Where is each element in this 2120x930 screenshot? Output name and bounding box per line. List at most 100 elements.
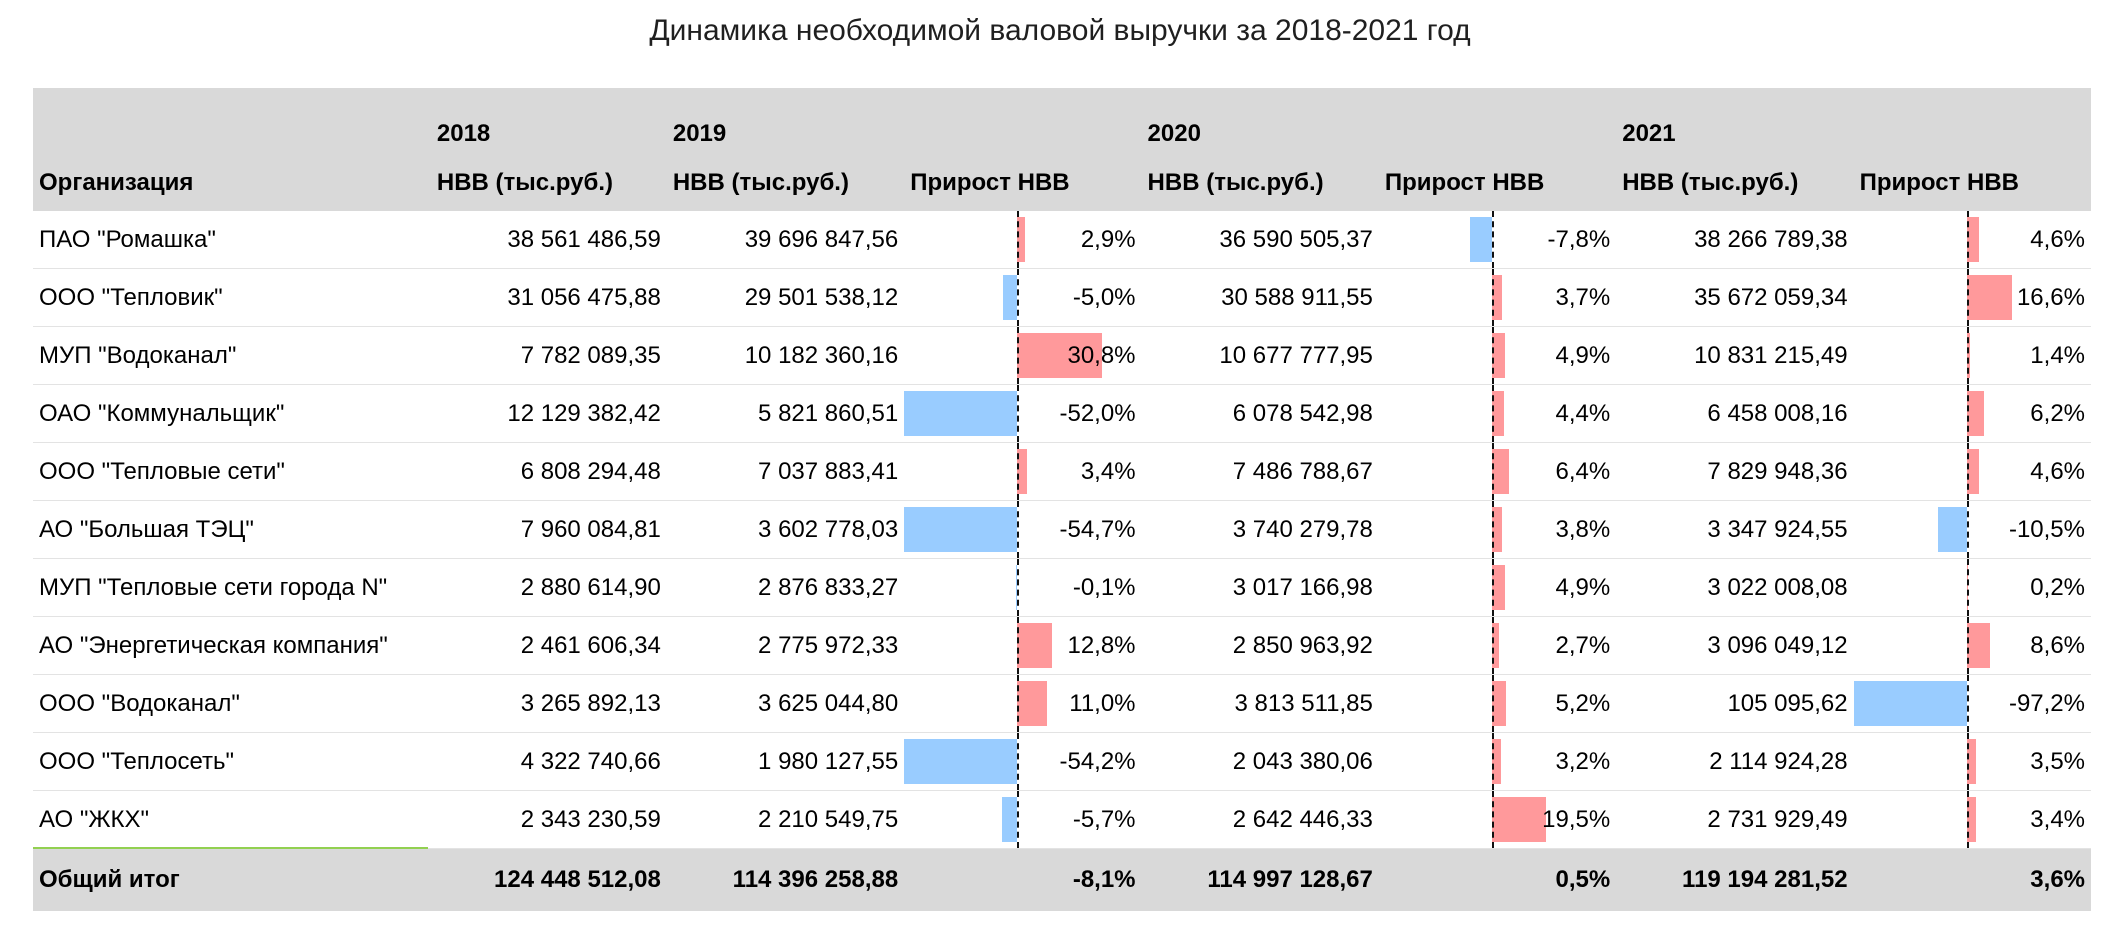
nvv-2018: 38 561 486,59 [430, 211, 667, 269]
zero-axis-line [1017, 733, 1020, 790]
header-organization: Организация [33, 154, 431, 211]
table-row: МУП "Тепловые сети города N" 2 880 614,90… [33, 558, 2091, 617]
growth-bar [1491, 623, 1500, 668]
nvv-2019: 10 182 360,16 [666, 326, 905, 385]
zero-axis-line [1491, 617, 1494, 674]
growth-value: 4,9% [1555, 341, 1611, 369]
nvv-2020: 6 078 542,98 [1141, 384, 1379, 443]
nvv-2019: 1 980 127,55 [666, 732, 905, 791]
growth-value: -5,7% [1072, 805, 1136, 833]
zero-axis-line [1491, 791, 1494, 848]
nvv-2020: 2 850 963,92 [1141, 616, 1379, 675]
nvv-2018: 6 808 294,48 [430, 442, 667, 501]
growth-2020: 4,9% [1378, 326, 1617, 385]
header-empty [1378, 88, 1617, 154]
growth-value: 3,4% [2030, 805, 2085, 833]
growth-value: -8,1% [1072, 866, 1136, 893]
growth-bar [1491, 565, 1506, 610]
nvv-2020: 36 590 505,37 [1141, 211, 1379, 269]
zero-axis-line [1966, 501, 1969, 558]
zero-axis-line [1491, 385, 1494, 442]
growth-value: 4,4% [1555, 399, 1611, 427]
nvv-2021: 38 266 789,38 [1616, 211, 1854, 269]
growth-value: -5,0% [1072, 283, 1136, 311]
zero-axis-line [1966, 733, 1969, 790]
nvv-2021: 105 095,62 [1616, 674, 1854, 733]
growth-value: -0,1% [1072, 573, 1136, 601]
growth-2019: 2,9% [904, 211, 1142, 269]
header-labels-row: Организация НВВ (тыс.руб.) НВВ (тыс.руб.… [33, 154, 2091, 211]
total-growth-2021: 3,6% [1853, 848, 2091, 911]
zero-axis-line [1491, 559, 1494, 616]
nvv-2021: 3 347 924,55 [1616, 500, 1854, 559]
growth-bar [1017, 623, 1053, 668]
growth-value: -97,2% [2008, 689, 2085, 717]
header-year-2020: 2020 [1141, 88, 1379, 154]
organization-name: МУП "Тепловые сети города N" [33, 558, 431, 617]
growth-bar [1470, 217, 1492, 262]
growth-bar [1966, 797, 1976, 842]
nvv-table: 2018 2019 2020 2021 Организация НВВ (тыс… [33, 88, 2091, 911]
header-empty [1853, 88, 2091, 154]
zero-axis-line [1491, 675, 1494, 732]
total-nvv-2019: 114 396 258,88 [666, 848, 905, 911]
growth-value: 1,4% [2030, 341, 2085, 369]
header-empty [33, 88, 431, 154]
table-row: ООО "Теплосеть" 4 322 740,66 1 980 127,55 -… [33, 732, 2091, 791]
growth-2019: 3,4% [904, 442, 1142, 501]
growth-2021: 0,2% [1853, 558, 2091, 617]
table-row: ООО "Тепловик" 31 056 475,88 29 501 538,12… [33, 268, 2091, 327]
growth-value: 3,8% [1555, 515, 1611, 543]
header-year-2021: 2021 [1616, 88, 1854, 154]
nvv-2018: 2 343 230,59 [430, 790, 667, 849]
growth-value: 0,5% [1555, 866, 1611, 893]
growth-bar [1017, 217, 1026, 262]
growth-2021: 3,5% [1853, 732, 2091, 791]
growth-value: 6,4% [1555, 457, 1611, 485]
zero-axis-line [1017, 675, 1020, 732]
nvv-2019: 39 696 847,56 [666, 211, 905, 269]
table-row: АО "Большая ТЭЦ" 7 960 084,81 3 602 778,03… [33, 500, 2091, 559]
growth-value: 6,2% [2030, 399, 2085, 427]
organization-name: ОАО "Коммунальщик" [33, 384, 431, 443]
growth-2020: 3,8% [1378, 500, 1617, 559]
zero-axis-line [1017, 559, 1020, 616]
organization-name: АО "ЖКХ" [33, 790, 431, 849]
zero-axis-line [1966, 791, 1969, 848]
zero-axis-line [1966, 385, 1969, 442]
nvv-2019: 2 210 549,75 [666, 790, 905, 849]
zero-axis-line [1017, 211, 1020, 268]
zero-axis-line [1966, 559, 1969, 616]
growth-value: 2,9% [1080, 225, 1136, 253]
growth-value: -52,0% [1059, 399, 1136, 427]
nvv-2019: 3 602 778,03 [666, 500, 905, 559]
growth-bar [904, 391, 1018, 436]
cell-selection-underline [33, 847, 428, 849]
growth-value: -10,5% [2008, 515, 2085, 543]
growth-value: 3,4% [1080, 457, 1136, 485]
growth-value: 3,6% [2030, 866, 2085, 893]
growth-2019: 30,8% [904, 326, 1142, 385]
growth-2021: 8,6% [1853, 616, 2091, 675]
nvv-2021: 10 831 215,49 [1616, 326, 1854, 385]
zero-axis-line [1966, 211, 1969, 268]
header-year-2018: 2018 [430, 88, 667, 154]
zero-axis-line [1491, 501, 1494, 558]
growth-value: -54,7% [1059, 515, 1136, 543]
nvv-2018: 2 461 606,34 [430, 616, 667, 675]
zero-axis-line [1966, 443, 1969, 500]
organization-name: ООО "Водоканал" [33, 674, 431, 733]
growth-value: 4,6% [2030, 457, 2085, 485]
growth-2021: 4,6% [1853, 442, 2091, 501]
growth-bar [904, 507, 1018, 552]
growth-bar [1491, 449, 1510, 494]
organization-name: ПАО "Ромашка" [33, 211, 431, 269]
growth-bar [1491, 739, 1501, 784]
header-empty [904, 88, 1142, 154]
growth-bar [1491, 333, 1506, 378]
zero-axis-line [1491, 269, 1494, 326]
header-nvv-2021: НВВ (тыс.руб.) [1616, 154, 1854, 211]
growth-bar [1003, 275, 1018, 320]
table-row: ОАО "Коммунальщик" 12 129 382,42 5 821 860… [33, 384, 2091, 443]
header-years-row: 2018 2019 2020 2021 [33, 88, 2091, 154]
